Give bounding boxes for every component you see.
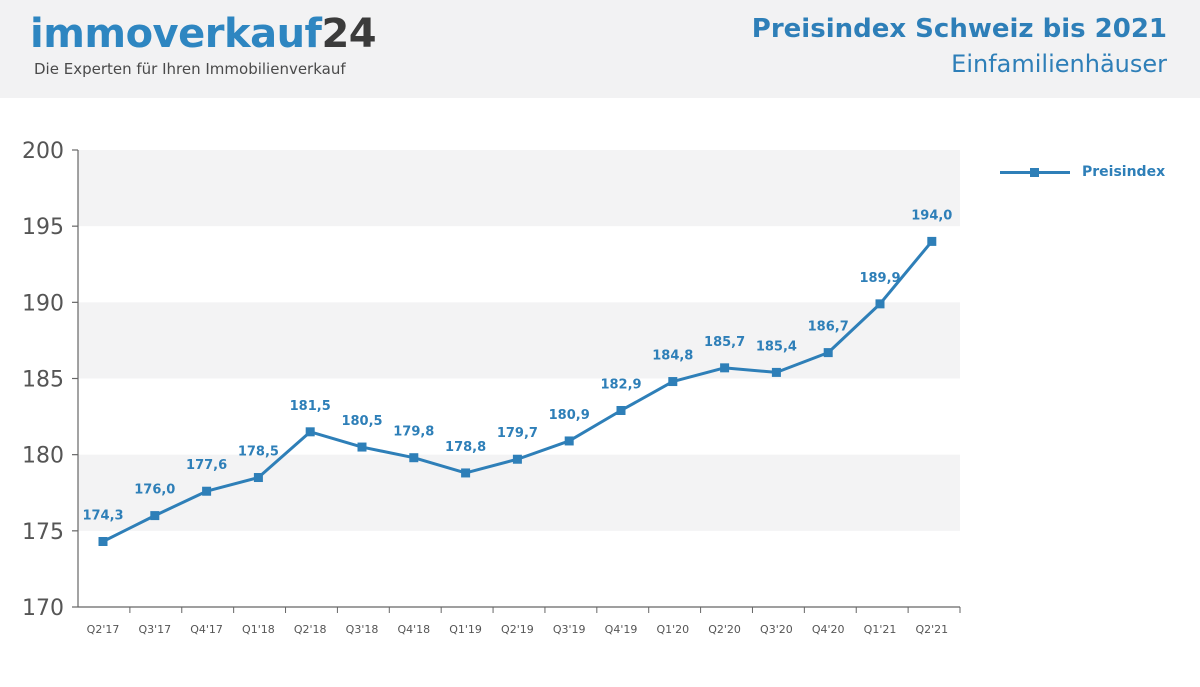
grid-band <box>78 302 960 379</box>
data-label: 186,7 <box>808 320 849 335</box>
brand-name: immoverkauf <box>30 11 322 57</box>
x-tick-label: Q3'19 <box>553 623 586 636</box>
data-point-marker <box>668 377 678 387</box>
y-tick-label: 185 <box>22 368 64 393</box>
data-label: 180,9 <box>549 408 590 423</box>
y-tick-label: 180 <box>22 444 64 469</box>
data-point-marker <box>202 486 212 496</box>
data-point-marker <box>771 367 781 377</box>
brand-logo[interactable]: immoverkauf24 <box>30 11 377 57</box>
grid-band <box>78 150 960 227</box>
data-label: 184,8 <box>652 349 693 364</box>
data-point-marker <box>253 473 263 483</box>
y-tick-label: 200 <box>22 139 64 164</box>
legend-swatch <box>1000 160 1070 184</box>
data-label: 185,7 <box>704 335 745 350</box>
data-label: 189,9 <box>859 271 900 286</box>
y-tick-label: 190 <box>22 291 64 316</box>
x-tick-label: Q1'20 <box>656 623 689 636</box>
brand-number: 24 <box>321 11 377 57</box>
x-tick-label: Q3'18 <box>346 623 379 636</box>
data-label: 174,3 <box>82 508 123 523</box>
legend-marker-icon <box>1030 168 1039 177</box>
data-label: 177,6 <box>186 458 227 473</box>
data-point-marker <box>409 453 419 463</box>
data-label: 182,9 <box>600 377 641 392</box>
data-point-marker <box>150 511 160 521</box>
x-tick-label: Q3'17 <box>138 623 171 636</box>
data-point-marker <box>823 348 833 358</box>
data-point-marker <box>98 536 108 546</box>
data-point-marker <box>564 436 574 446</box>
data-label: 194,0 <box>911 208 952 223</box>
data-point-marker <box>512 454 522 464</box>
x-tick-label: Q1'19 <box>449 623 482 636</box>
x-tick-label: Q2'18 <box>294 623 327 636</box>
x-tick-label: Q1'18 <box>242 623 275 636</box>
data-label: 178,8 <box>445 440 486 455</box>
x-tick-label: Q2'21 <box>915 623 948 636</box>
x-tick-label: Q1'21 <box>864 623 897 636</box>
data-point-marker <box>616 405 626 415</box>
chart-subtitle: Einfamilienhäuser <box>951 50 1167 78</box>
y-tick-label: 175 <box>22 520 64 545</box>
data-point-marker <box>305 427 315 437</box>
legend-label: Preisindex <box>1082 164 1166 180</box>
y-tick-label: 195 <box>22 215 64 240</box>
data-label: 178,5 <box>238 445 279 460</box>
data-label: 185,4 <box>756 339 797 354</box>
data-label: 179,8 <box>393 425 434 440</box>
data-label: 180,5 <box>341 414 382 429</box>
legend: Preisindex <box>1000 160 1165 184</box>
data-label: 181,5 <box>290 399 331 414</box>
x-tick-label: Q2'20 <box>708 623 741 636</box>
data-point-marker <box>927 236 937 246</box>
data-point-marker <box>461 468 471 478</box>
data-point-marker <box>357 442 367 452</box>
x-tick-label: Q3'20 <box>760 623 793 636</box>
data-label: 179,7 <box>497 426 538 441</box>
x-tick-label: Q2'19 <box>501 623 534 636</box>
x-tick-label: Q2'17 <box>87 623 120 636</box>
data-point-marker <box>720 363 730 373</box>
grid-band <box>78 454 960 531</box>
data-label: 176,0 <box>134 483 175 498</box>
header-bar: immoverkauf24 Die Experten für Ihren Imm… <box>0 0 1200 98</box>
line-chart: 200 195 190 185 180 175 170 Q2'17 Q3'17 Q4'17 Q1'1… <box>22 139 961 636</box>
x-tick-label: Q4'18 <box>397 623 430 636</box>
x-tick-label: Q4'20 <box>812 623 845 636</box>
chart-title: Preisindex Schweiz bis 2021 <box>751 14 1167 44</box>
brand-tagline: Die Experten für Ihren Immobilienverkauf <box>34 60 346 78</box>
x-tick-label: Q4'17 <box>190 623 223 636</box>
x-tick-label: Q4'19 <box>605 623 638 636</box>
data-point-marker <box>875 299 885 309</box>
y-tick-label: 170 <box>22 596 64 621</box>
